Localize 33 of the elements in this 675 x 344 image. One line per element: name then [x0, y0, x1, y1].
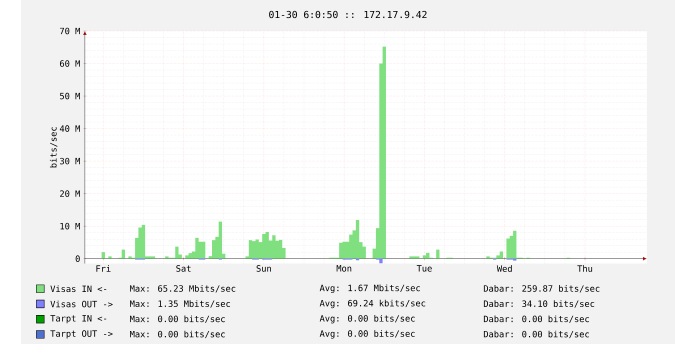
text: Dabar: 259.87 bits/sec: [484, 285, 600, 292]
y-axis-title: bits/sec: [50, 127, 58, 168]
legend-label: Visas OUT ->: [50, 300, 113, 308]
text: Dabar: 0.00 bits/sec: [484, 330, 589, 338]
text: Dabar: 34.10 bits/sec: [484, 300, 594, 308]
x-tick-label: Thu: [577, 265, 592, 272]
y-tick-label: 20 M: [60, 190, 80, 197]
x-tick-label: Wed: [496, 265, 512, 272]
text: Avg: 0.00 bits/sec: [320, 314, 415, 324]
y-tick-label: 40 M: [60, 125, 80, 132]
y-tick-label: 60 M: [60, 60, 80, 67]
legend-label: Tarpt IN <-: [50, 315, 106, 324]
text: Max: 0.00 bits/sec: [130, 330, 225, 338]
text: Max: 0.00 bits/sec: [130, 315, 225, 323]
text: Max: 1.35 Mbits/sec: [130, 300, 230, 308]
y-tick-label: 10 M: [60, 222, 80, 230]
x-tick-label: Tue: [416, 265, 432, 272]
text: Avg: 0.00 bits/sec: [320, 330, 415, 339]
y-tick-label: 50 M: [60, 92, 80, 100]
text: Avg: 1.67 Mbits/sec: [320, 284, 420, 293]
x-tick-label: Sat: [176, 265, 191, 272]
x-tick-label: Sun: [256, 265, 271, 272]
chart-title: 01-30 6:0:50 :: 172.17.9.42: [269, 10, 427, 18]
y-tick-label: 30 M: [60, 158, 80, 164]
text: Max: 65.23 Mbits/sec: [130, 285, 236, 292]
legend-label: Tarpt OUT ->: [50, 330, 113, 339]
x-tick-label: Fri: [96, 265, 111, 272]
y-tick-label: 70 M: [60, 28, 80, 34]
text: Dabar: 0.00 bits/sec: [484, 315, 589, 323]
y-tick-label: 0: [76, 255, 80, 262]
text: Avg: 69.24 kbits/sec: [320, 300, 426, 308]
legend-label: Visas IN <-: [50, 285, 106, 292]
x-tick-label: Mon: [336, 265, 352, 272]
